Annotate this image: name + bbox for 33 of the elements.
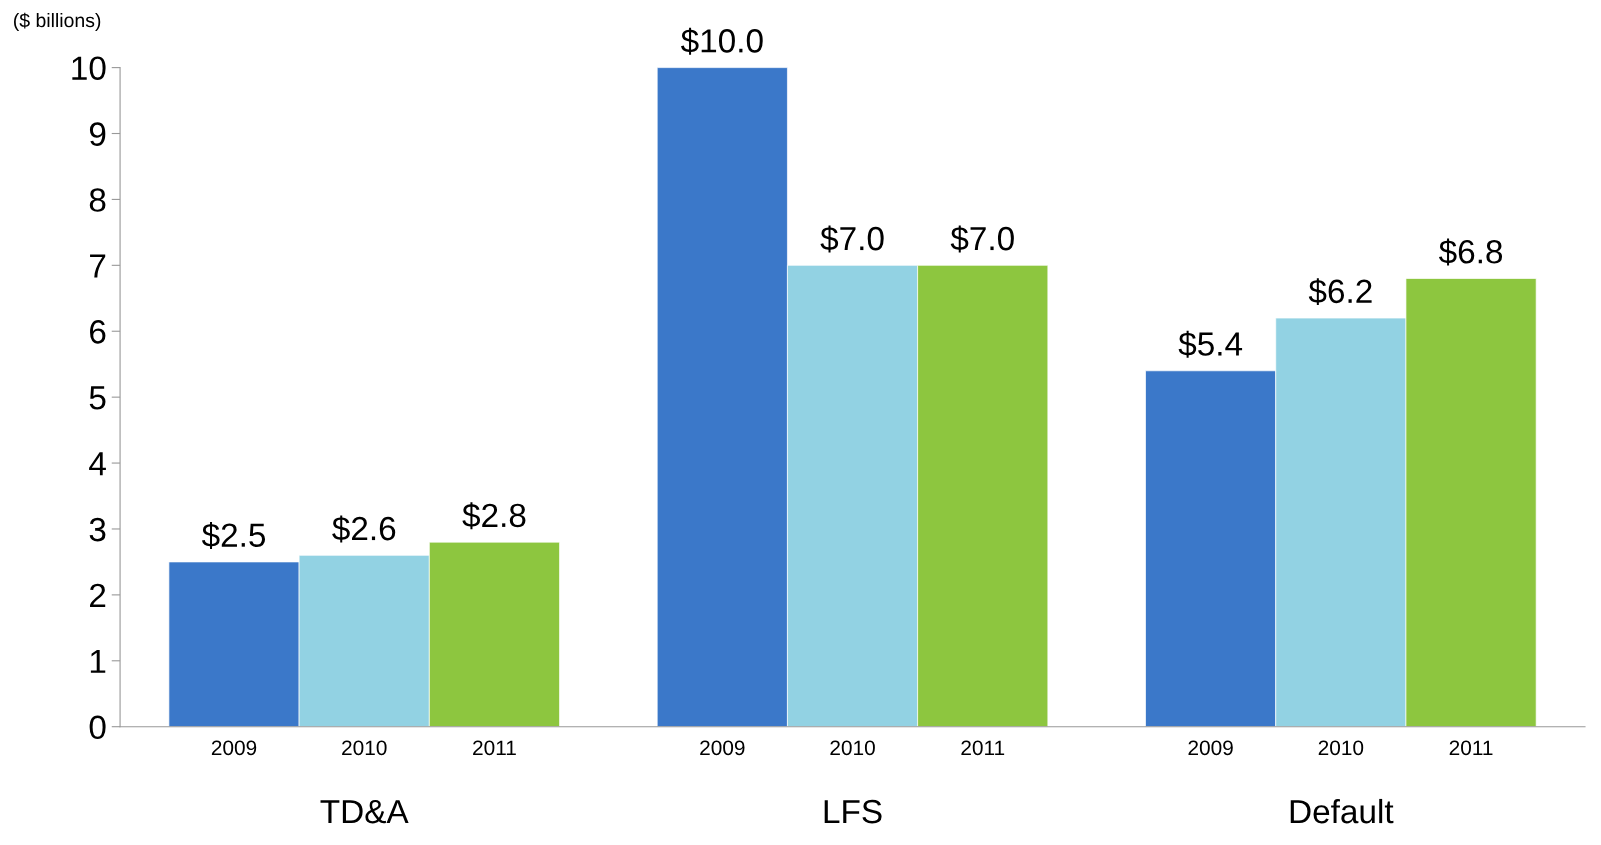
x-tick-label: Default: [1290, 798, 1394, 824]
text: 2010: [830, 740, 875, 756]
data-label: $7.0: [950, 225, 1014, 253]
data-label: $6.2: [1308, 278, 1372, 306]
data-label: $5.4: [1178, 330, 1243, 358]
series-label: 2009: [211, 740, 257, 756]
series-label: 2011: [473, 740, 516, 756]
text: 2009: [1188, 740, 1233, 756]
y-tick-label: 2: [90, 583, 106, 607]
data-label: $2.5: [201, 522, 266, 549]
y-tick-label: 5: [89, 386, 106, 410]
text: 2011: [1449, 740, 1493, 756]
data-label: $2.8: [462, 502, 526, 530]
y-axis-title: ($ billions): [14, 12, 101, 32]
x-tick-label: LFS: [824, 799, 882, 824]
y-tick-label: 1: [90, 649, 106, 673]
y-tick-label: 8: [89, 188, 106, 212]
data-label: $10.0: [680, 27, 763, 55]
y-tick-label: 10: [72, 56, 106, 81]
data-label: $6.8: [1438, 238, 1503, 266]
data-label: $2.6: [332, 515, 396, 543]
y-tick-label: 4: [89, 452, 106, 476]
text: 2010: [1318, 740, 1364, 756]
text: 2011: [961, 740, 1005, 756]
x-tick-label: TD&A: [320, 800, 409, 824]
series-label: 2010: [342, 740, 387, 756]
text: 2009: [700, 740, 745, 756]
y-tick-label: 0: [89, 715, 106, 740]
y-tick-label: 7: [90, 254, 106, 278]
y-tick-label: 6: [90, 320, 106, 344]
y-tick-label: 9: [89, 122, 106, 146]
y-tick-label: 3: [89, 517, 106, 542]
data-label: $7.0: [820, 225, 884, 253]
